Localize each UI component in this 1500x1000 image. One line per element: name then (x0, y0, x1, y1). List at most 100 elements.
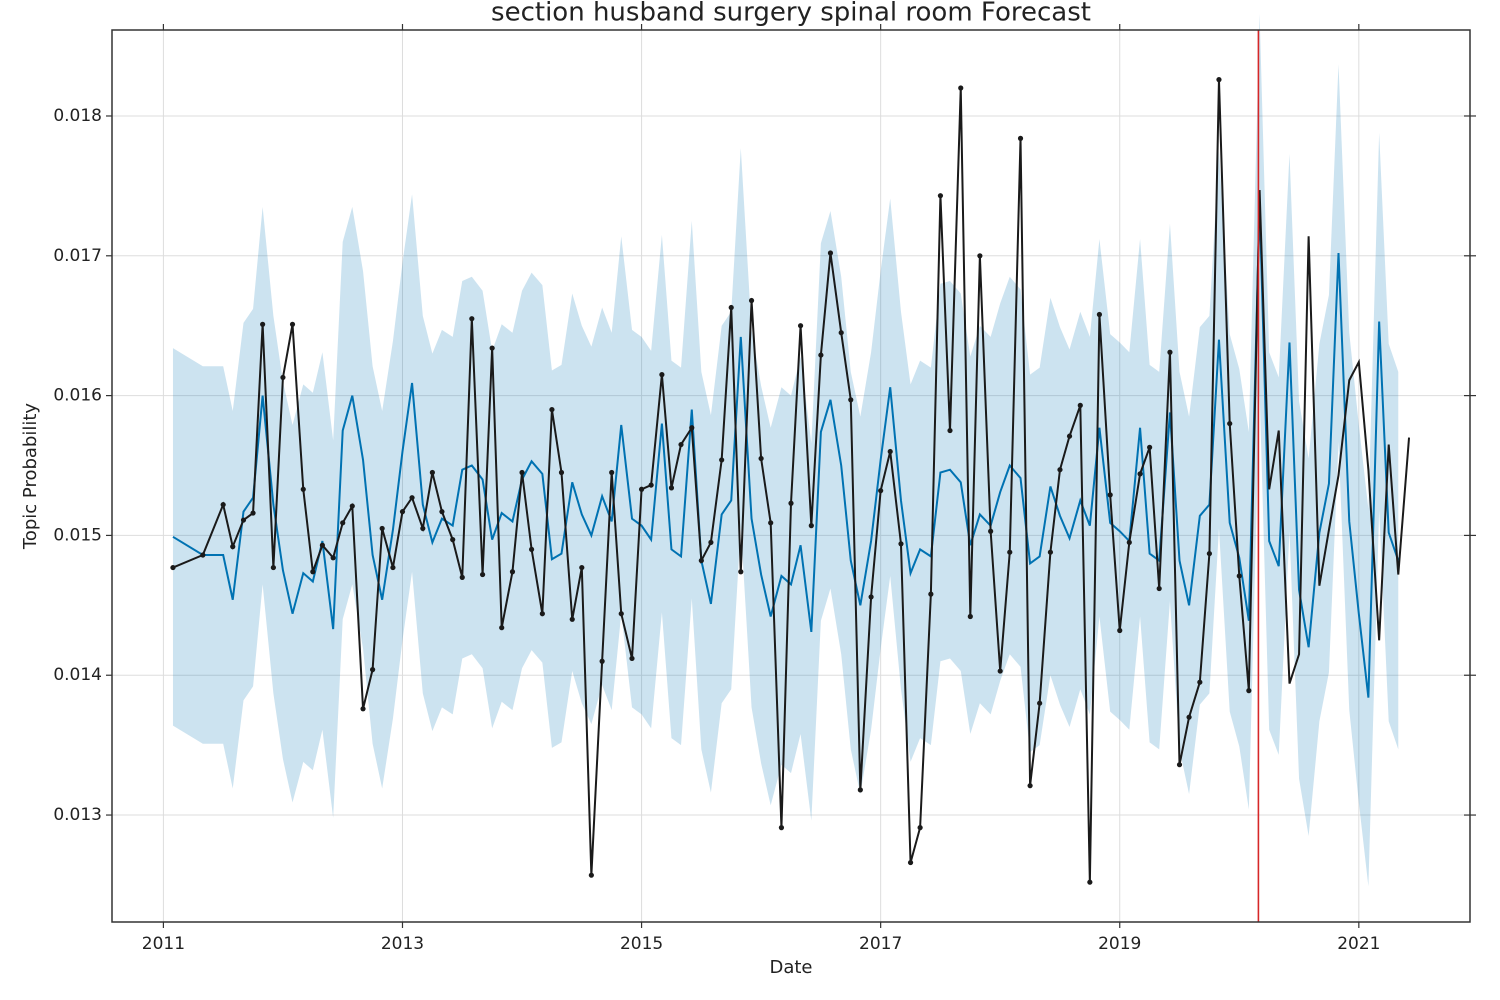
data-point (738, 569, 744, 575)
data-point (678, 441, 684, 448)
data-point (868, 594, 874, 600)
data-point (1117, 627, 1123, 634)
data-point (1216, 77, 1222, 83)
data-point (1096, 311, 1103, 318)
data-point (748, 297, 755, 304)
data-point (558, 469, 565, 476)
data-point (509, 569, 516, 575)
data-point (270, 564, 276, 571)
data-point (917, 825, 923, 831)
data-point (838, 330, 844, 336)
x-tick-label: 2015 (620, 934, 663, 954)
data-point (1227, 420, 1233, 427)
data-point (1047, 549, 1054, 555)
data-point (260, 321, 266, 327)
data-point (947, 427, 953, 434)
data-point (1176, 762, 1183, 768)
data-point (579, 564, 585, 571)
data-point (230, 544, 236, 550)
data-point (1027, 783, 1033, 789)
data-point (1087, 879, 1093, 885)
data-point (340, 520, 346, 526)
plot-frame (111, 29, 1471, 923)
data-point (698, 557, 704, 564)
data-point (848, 397, 854, 403)
data-point (638, 486, 645, 492)
data-point (1167, 349, 1173, 355)
data-point (1206, 550, 1212, 557)
data-point (958, 85, 964, 91)
data-point (778, 825, 785, 831)
data-point (808, 523, 814, 529)
data-point (390, 564, 396, 571)
data-point (768, 520, 774, 526)
data-point (310, 569, 316, 575)
data-point (409, 495, 415, 501)
y-tick-label: 0.013 (53, 805, 102, 825)
data-point (898, 541, 904, 547)
data-point (370, 667, 376, 673)
data-point (1236, 573, 1242, 579)
data-point (439, 509, 445, 515)
data-point (330, 555, 336, 561)
data-point (928, 591, 934, 597)
data-point (1147, 444, 1153, 450)
data-point (220, 502, 226, 508)
data-point (857, 787, 863, 793)
data-point (280, 374, 286, 381)
data-point (1186, 714, 1192, 720)
data-point (250, 510, 256, 516)
data-point (429, 469, 435, 476)
data-point (878, 488, 884, 494)
data-point (379, 525, 385, 532)
data-point (689, 425, 695, 431)
data-point (479, 571, 486, 578)
data-point (569, 616, 575, 622)
data-point (289, 321, 296, 327)
data-point (1037, 700, 1043, 706)
data-point (1107, 492, 1113, 498)
data-point (459, 574, 465, 580)
data-point (349, 503, 355, 509)
data-point (1137, 471, 1143, 477)
data-point (1197, 679, 1203, 685)
y-axis-label: Topic Probability (20, 403, 41, 550)
y-tick-label: 0.014 (53, 665, 102, 685)
data-point (1156, 585, 1162, 592)
x-tick-label: 2011 (142, 934, 185, 954)
data-point (539, 611, 545, 617)
data-point (648, 482, 654, 488)
data-point (599, 658, 605, 664)
data-point (450, 537, 456, 543)
data-point (629, 655, 635, 662)
data-point (827, 250, 834, 256)
data-point (1066, 433, 1073, 439)
chart-title: section husband surgery spinal room Fore… (491, 0, 1091, 28)
data-point (420, 525, 426, 532)
data-point (588, 872, 594, 878)
data-point (988, 528, 994, 534)
x-tick-label: 2013 (381, 934, 424, 954)
series-line (172, 202, 1400, 698)
data-point (659, 372, 665, 378)
data-point (1057, 467, 1063, 473)
y-tick-label: 0.018 (53, 106, 102, 126)
data-point (1017, 135, 1024, 141)
data-point (668, 485, 675, 491)
data-point (609, 469, 615, 476)
data-point (758, 455, 764, 462)
data-point (1077, 402, 1083, 408)
data-point (818, 352, 824, 358)
data-point (887, 448, 893, 455)
y-tick-label: 0.017 (53, 246, 102, 266)
data-point (469, 316, 475, 322)
data-point (708, 539, 714, 546)
data-point (997, 668, 1003, 674)
data-point (528, 546, 535, 553)
data-point (788, 500, 794, 506)
x-tick-label: 2017 (859, 934, 902, 954)
data-point (977, 253, 983, 259)
data-point (300, 486, 306, 492)
y-tick-label: 0.016 (53, 386, 102, 406)
